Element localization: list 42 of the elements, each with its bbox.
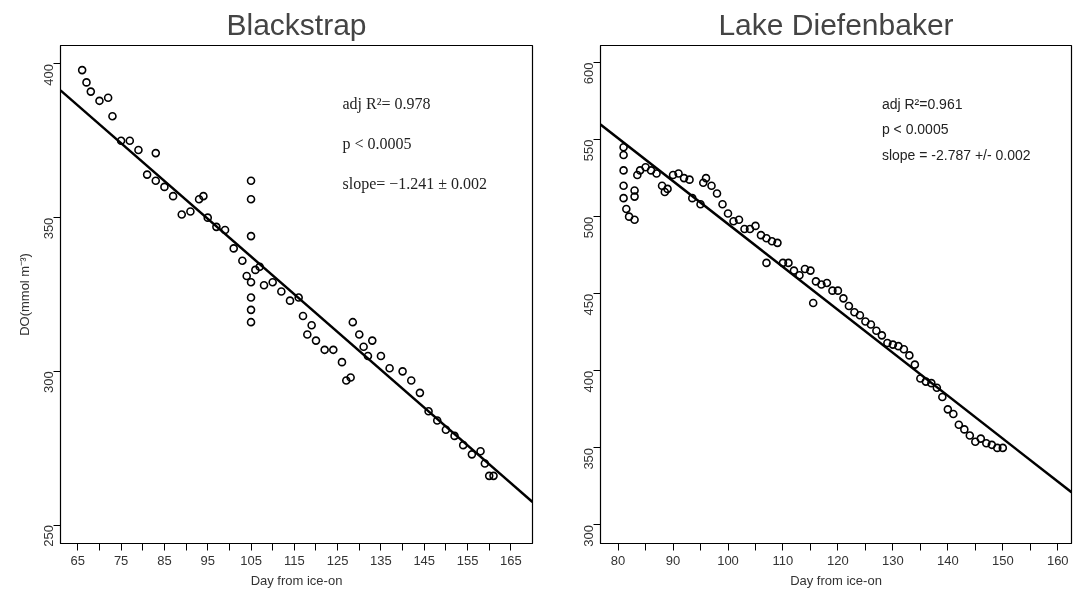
x-tick-label: 105 (240, 552, 262, 568)
x-tick-label: 85 (157, 552, 172, 568)
x-tick-label: 80 (610, 552, 626, 568)
x-tick-label: 65 (70, 552, 86, 568)
x-tick-label: 130 (882, 552, 904, 568)
x-tick-label: 115 (283, 552, 305, 568)
x-tick-label: 155 (456, 552, 479, 568)
x-tick-label: 145 (413, 552, 436, 568)
y-tick-label: 300 (41, 371, 56, 394)
x-axis-title: Day from ice-on (790, 572, 882, 588)
annotation: adj R²=0.961 (881, 95, 963, 112)
x-tick-label: 75 (113, 552, 129, 568)
x-tick-label: 135 (370, 552, 392, 568)
y-tick-label: 600 (581, 62, 596, 85)
annotation: slope= −1.241 ± 0.002 (342, 175, 488, 194)
chart-title: Lake Diefenbaker (718, 7, 954, 41)
y-tick-label: 350 (581, 447, 596, 470)
y-tick-label: 250 (41, 525, 56, 547)
x-tick-label: 125 (326, 552, 349, 568)
y-tick-label: 500 (581, 216, 596, 239)
x-tick-label: 90 (665, 552, 681, 568)
x-tick-label: 120 (827, 552, 849, 568)
y-tick-label: 550 (581, 139, 596, 162)
annotation: p < 0.0005 (342, 134, 412, 153)
y-tick-label: 400 (581, 370, 596, 393)
x-tick-label: 95 (200, 552, 215, 568)
x-tick-label: 140 (937, 552, 959, 568)
y-tick-label: 400 (41, 63, 56, 86)
annotation: slope = -2.787 +/- 0.002 (881, 147, 1031, 164)
x-tick-label: 160 (1046, 552, 1069, 568)
y-tick-label: 450 (581, 293, 596, 316)
y-axis-title: DO(mmol m⁻³) (16, 253, 32, 336)
y-tick-label: 350 (41, 217, 56, 240)
x-tick-label: 110 (772, 552, 794, 568)
x-tick-label: 165 (500, 552, 522, 568)
x-tick-label: 100 (717, 552, 739, 568)
y-tick-label: 300 (581, 524, 596, 547)
x-axis-title: Day from ice-on (250, 572, 343, 588)
annotation: p < 0.0005 (881, 121, 949, 138)
x-tick-label: 150 (991, 552, 1014, 568)
annotation: adj R²= 0.978 (342, 94, 431, 113)
chart-title: Blackstrap (226, 7, 367, 41)
